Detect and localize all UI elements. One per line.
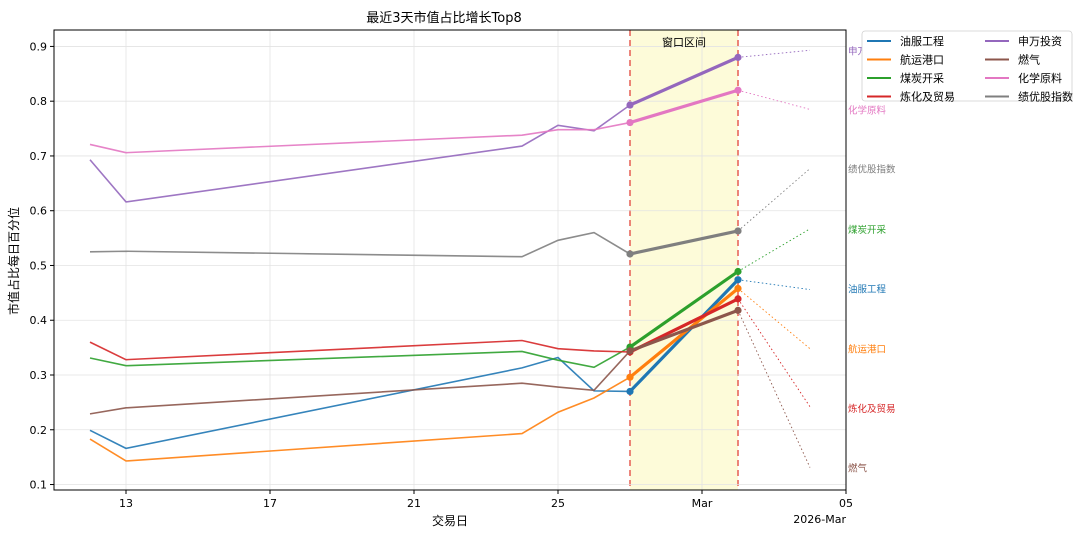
series-point-6-0 [626, 118, 634, 127]
series-window-line-5 [629, 308, 739, 353]
plot-border [53, 29, 847, 491]
projection-line-0 [737, 279, 811, 291]
series-point-5-0 [626, 347, 634, 355]
end-label-7: 燃气 [848, 463, 868, 475]
end-label-5: 航运港口 [848, 344, 886, 356]
projection-line-5 [737, 310, 811, 468]
y-tick-label-4: 0.5 [30, 259, 48, 272]
series-window-line-6 [629, 88, 739, 125]
x-tick-label-0: 13 [119, 497, 133, 510]
x-tick-label-3: 25 [551, 497, 565, 510]
series-point-1-0 [626, 373, 634, 381]
x-tick-label-5: 05 [839, 497, 853, 510]
y-tick-label-5: 0.6 [30, 205, 48, 218]
series-window-line-2 [629, 270, 739, 349]
series-point-0-1 [734, 276, 742, 284]
end-label-1: 化学原料 [848, 104, 887, 116]
series-window-line-7 [629, 229, 739, 256]
legend-label-4: 申万投资 [1018, 34, 1062, 48]
series-point-4-1 [734, 53, 742, 61]
x-tick-label-1: 17 [263, 497, 277, 510]
legend-label-1: 航运港口 [900, 53, 944, 67]
y-tick-label-2: 0.3 [30, 369, 48, 382]
projection-lines [737, 49, 811, 468]
end-label-6: 炼化及贸易 [848, 403, 896, 415]
y-tick-label-0: 0.1 [30, 479, 48, 492]
series-window-line-4 [629, 55, 739, 107]
projection-line-6 [737, 89, 811, 110]
x-offset-label: 2026-Mar [793, 513, 846, 526]
chart-title: 最近3天市值占比增长Top8 [366, 10, 521, 26]
legend-box [861, 30, 1073, 102]
series-point-7-0 [626, 250, 634, 258]
y-axis-title: 市值占比每日百分位 [6, 207, 21, 315]
y-tick-label-8: 0.9 [30, 40, 48, 53]
series-point-0-0 [626, 387, 634, 396]
y-tick-label-1: 0.2 [30, 424, 48, 437]
x-axis-ticks: 13 17 21 25 Mar 05 [119, 490, 853, 510]
end-label-3: 煤炭开采 [848, 224, 887, 236]
window-label: 窗口区间 [662, 35, 706, 49]
end-labels: 申万投资化学原料绩优股指数煤炭开采油服工程航运港口炼化及贸易燃气 [848, 45, 896, 474]
series-point-1-1 [734, 284, 742, 293]
legend-label-3: 炼化及贸易 [900, 90, 955, 104]
y-tick-label-3: 0.4 [30, 314, 48, 327]
series-point-5-1 [734, 306, 742, 314]
legend-label-0: 油服工程 [900, 34, 944, 48]
end-label-2: 绩优股指数 [848, 164, 896, 176]
y-axis-ticks: 0.1 0.2 0.3 0.4 0.5 0.6 0.7 0.8 0.9 [30, 40, 54, 492]
x-tick-label-4: Mar [692, 497, 713, 510]
end-label-4: 油服工程 [848, 283, 887, 295]
legend-label-7: 绩优股指数 [1018, 90, 1073, 104]
legend-label-5: 燃气 [1018, 53, 1040, 67]
series-point-3-1 [734, 295, 742, 303]
series-point-7-1 [734, 227, 742, 235]
series-point-2-1 [734, 267, 742, 276]
series-window-line-0 [628, 278, 740, 393]
plot-frame [53, 29, 847, 491]
legend-label-2: 煤炭开采 [900, 72, 944, 85]
legend-label-6: 化学原料 [1018, 71, 1062, 85]
x-axis-title: 交易日 [432, 513, 468, 528]
y-tick-label-6: 0.7 [30, 150, 48, 163]
y-tick-label-7: 0.8 [30, 95, 48, 108]
series-point-4-0 [626, 101, 634, 109]
series-window-line-1 [628, 287, 740, 379]
series-lines [89, 53, 742, 462]
projection-line-4 [737, 49, 811, 58]
x-tick-label-2: 21 [407, 497, 421, 510]
series-point-6-1 [734, 86, 742, 94]
projection-line-3 [737, 298, 811, 408]
